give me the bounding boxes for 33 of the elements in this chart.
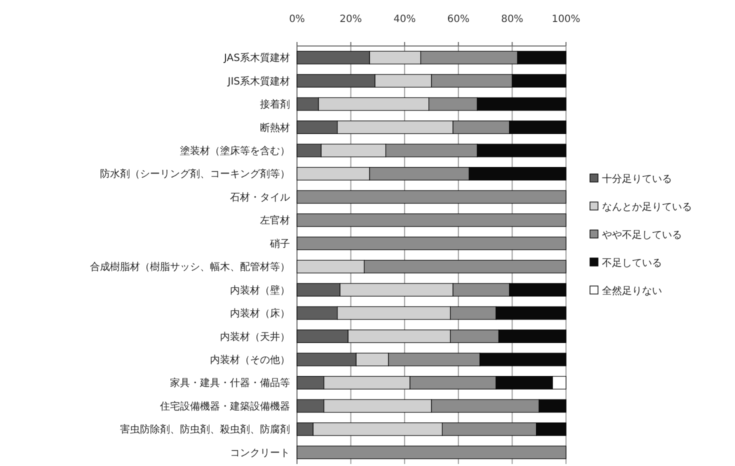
y-tick-label: JIS系木質建材 <box>226 75 290 88</box>
y-tick-label: 合成樹脂材（樹脂サッシ、幅木、配管材等） <box>90 261 290 274</box>
y-tick-label: 内装材（床） <box>230 308 290 320</box>
x-tick-label: 20% <box>340 14 362 25</box>
x-tick-label: 80% <box>501 14 524 25</box>
y-tick-label: JAS系木質建材 <box>223 52 290 64</box>
legend-label: 不足している <box>602 258 662 269</box>
y-tick-label: 防水剤（シーリング剤、コーキング剤等） <box>100 168 290 180</box>
y-tick-label: 石材・タイル <box>230 191 290 204</box>
y-tick-label: 左官材 <box>260 214 290 227</box>
y-tick-label: コンクリート <box>230 448 290 459</box>
y-tick-label: 内装材（壁） <box>230 284 290 296</box>
legend-label: 十分足りている <box>602 173 672 185</box>
y-tick-label: 内装材（その他） <box>210 354 290 366</box>
legend-label: 全然足りない <box>602 285 662 297</box>
y-tick-label: 家具・建具・什器・備品等 <box>170 377 290 390</box>
y-tick-label: 接着剤 <box>260 98 290 111</box>
y-tick-label: 塗装材（塗床等を含む） <box>180 145 290 157</box>
bar <box>296 446 566 460</box>
bar <box>296 236 566 250</box>
x-tick-label: 0% <box>289 14 305 25</box>
legend-label: やや不足している <box>602 230 682 241</box>
bar <box>296 190 566 204</box>
y-tick-label: 硝子 <box>269 238 290 250</box>
y-tick-label: 住宅設備機器・建築設備機器 <box>160 400 290 412</box>
x-tick-label: 100% <box>552 14 580 25</box>
x-tick-label: 40% <box>393 14 416 25</box>
y-tick-label: 内装材（天井） <box>220 330 290 343</box>
y-tick-label: 断熱材 <box>260 122 290 134</box>
y-tick-label: 害虫防除剤、防虫剤、殺虫剤、防腐剤 <box>120 424 290 436</box>
legend-label: なんとか足りている <box>602 202 692 213</box>
x-tick-label: 60% <box>447 14 470 25</box>
bar <box>296 213 566 227</box>
